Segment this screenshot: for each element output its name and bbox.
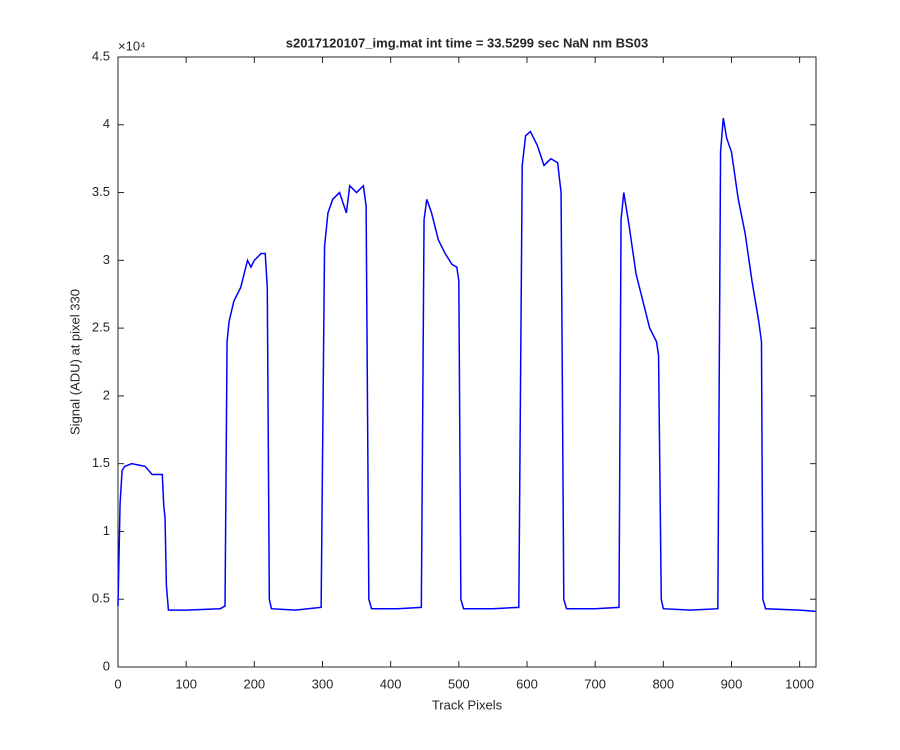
y-tick-label: 0 (103, 658, 110, 673)
x-tick-label: 200 (243, 676, 265, 691)
y-tick-label: 4.5 (92, 48, 110, 63)
y-tick-label: 2 (103, 387, 110, 402)
y-tick-label: 4 (103, 116, 110, 131)
x-tick-label: 600 (516, 676, 538, 691)
chart-title: s2017120107_img.mat int time = 33.5299 s… (286, 35, 648, 50)
y-tick-label: 3 (103, 252, 110, 267)
y-exponent: ×10⁴ (118, 38, 146, 53)
x-tick-label: 800 (652, 676, 674, 691)
y-tick-label: 3.5 (92, 184, 110, 199)
y-axis-label: Signal (ADU) at pixel 330 (67, 289, 82, 435)
y-tick-label: 0.5 (92, 591, 110, 606)
y-tick-label: 1.5 (92, 455, 110, 470)
plot-box (117, 56, 817, 668)
x-tick-label: 400 (380, 676, 402, 691)
y-tick-label: 1 (103, 523, 110, 538)
x-tick-label: 900 (721, 676, 743, 691)
x-tick-label: 700 (584, 676, 606, 691)
y-tick-label: 2.5 (92, 320, 110, 335)
x-tick-label: 1000 (785, 676, 814, 691)
x-tick-label: 100 (175, 676, 197, 691)
x-tick-label: 500 (448, 676, 470, 691)
data-line (117, 117, 817, 613)
x-tick-label: 300 (312, 676, 334, 691)
x-tick-label: 0 (114, 676, 121, 691)
x-axis-label: Track Pixels (432, 697, 503, 712)
